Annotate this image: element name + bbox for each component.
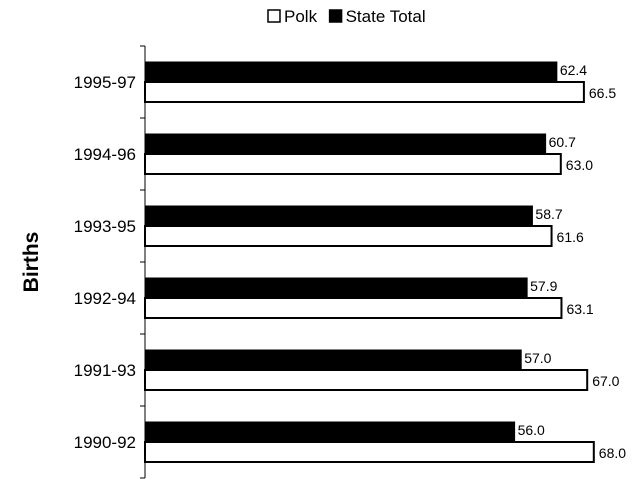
bar-state-total-1991-93 <box>144 349 522 371</box>
y-axis-title: Births <box>20 232 43 293</box>
category-label-1990-92: 1990-92 <box>74 433 136 452</box>
bar-state-total-1995-97 <box>144 61 558 83</box>
y-axis <box>140 45 146 479</box>
legend: Polk State Total <box>267 7 426 26</box>
value-label-polk-1991-93: 67.0 <box>592 373 619 389</box>
legend-label-state-total: State Total <box>346 7 426 26</box>
bar-state-total-1994-96 <box>144 133 547 155</box>
value-label-polk-1990-92: 68.0 <box>599 445 626 461</box>
bar-polk-1993-95 <box>144 225 553 247</box>
legend-swatch-polk <box>267 9 281 23</box>
value-label-polk-1992-94: 63.1 <box>566 301 593 317</box>
value-label-state-total-1991-93: 57.0 <box>524 350 551 366</box>
category-label-1994-96: 1994-96 <box>74 145 136 164</box>
value-label-state-total-1993-95: 58.7 <box>535 206 562 222</box>
labels: 1995-97 62.466.5 1994-96 60.7 63.0 1993-95 58.… <box>74 62 627 461</box>
bar-polk-1991-93 <box>144 369 589 391</box>
bar-polk-1995-97 <box>144 81 585 103</box>
value-label-polk-1995-97: 66.5 <box>589 85 616 101</box>
bar-polk-1994-96 <box>144 153 562 175</box>
category-label-1992-94: 1992-94 <box>74 289 136 308</box>
bar-state-total-1993-95 <box>144 205 533 227</box>
category-label-1991-93: 1991-93 <box>74 361 136 380</box>
value-label-state-total-1990-92: 56.0 <box>518 422 545 438</box>
bars <box>144 61 595 463</box>
value-label-polk-1994-96: 63.0 <box>566 157 593 173</box>
legend-swatch-state-total <box>328 9 343 23</box>
bar-polk-1992-94 <box>144 297 563 319</box>
value-label-state-total-1992-94: 57.9 <box>530 278 557 294</box>
bar-state-total-1992-94 <box>144 277 528 299</box>
value-label-state-total-1995-97: 62.4 <box>560 62 587 78</box>
category-label-1995-97: 1995-97 <box>74 73 136 92</box>
bar-polk-1990-92 <box>144 441 595 463</box>
value-label-state-total-1994-96: 60.7 <box>549 134 576 150</box>
bar-state-total-1990-92 <box>144 421 516 443</box>
value-label-polk-1993-95: 61.6 <box>557 229 584 245</box>
category-label-1993-95: 1993-95 <box>74 217 136 236</box>
legend-label-polk: Polk <box>284 7 318 26</box>
